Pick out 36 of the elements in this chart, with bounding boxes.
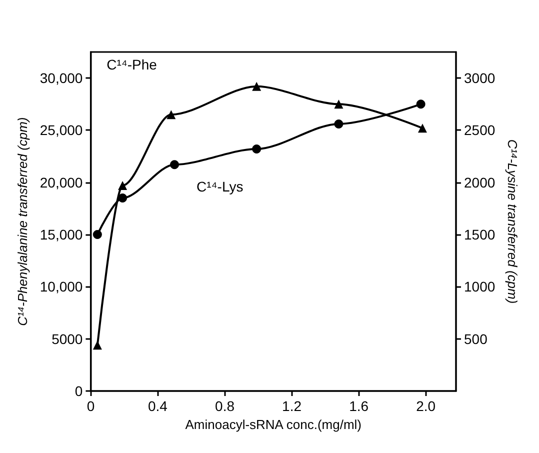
series-label: C¹⁴-Lys <box>196 178 244 195</box>
point <box>418 124 427 133</box>
y2-tick-label: 3000 <box>464 70 496 86</box>
x-tick-label: 2.0 <box>416 398 436 414</box>
x-tick-label: 0.8 <box>215 398 235 414</box>
point <box>334 100 344 109</box>
point <box>416 100 426 109</box>
y-axis-title: C¹⁴-Phenylalanine transferred (cpm) <box>15 117 30 326</box>
x-tick-label: 0.4 <box>148 398 168 414</box>
x-axis-title: Aminoacyl-sRNA conc.(mg/ml) <box>185 416 362 432</box>
point <box>252 144 262 154</box>
point <box>166 110 176 120</box>
point <box>118 181 128 190</box>
y-tick-label: 30,000 <box>40 70 83 86</box>
y-tick-label: 25,000 <box>40 122 83 138</box>
y-tick-label: 0 <box>74 383 83 399</box>
y-tick-label: 15,000 <box>40 226 83 243</box>
point <box>92 230 102 240</box>
point <box>170 160 179 170</box>
point <box>92 340 102 350</box>
y2-tick-label: 2000 <box>464 174 496 190</box>
y2-tick-label: 1000 <box>464 278 496 295</box>
x-tick-label: 1.6 <box>349 398 369 414</box>
x-tick-label: 1.2 <box>282 398 302 414</box>
y2-tick-label: 2500 <box>464 122 496 138</box>
point <box>252 82 262 91</box>
point <box>334 119 344 128</box>
text: C¹⁴-Phe <box>106 56 158 72</box>
y2-tick-label: 1500 <box>464 226 496 243</box>
y2-axis-title: C¹⁴-Lysine transferred (cpm) <box>505 139 520 304</box>
y-tick-label: 10,000 <box>40 278 83 295</box>
x-tick-label: 0 <box>86 398 95 414</box>
point <box>118 194 128 203</box>
y-tick-label: 20,000 <box>40 174 83 190</box>
y-tick-label: 5000 <box>52 330 83 347</box>
y2-tick-label: 500 <box>464 330 488 347</box>
